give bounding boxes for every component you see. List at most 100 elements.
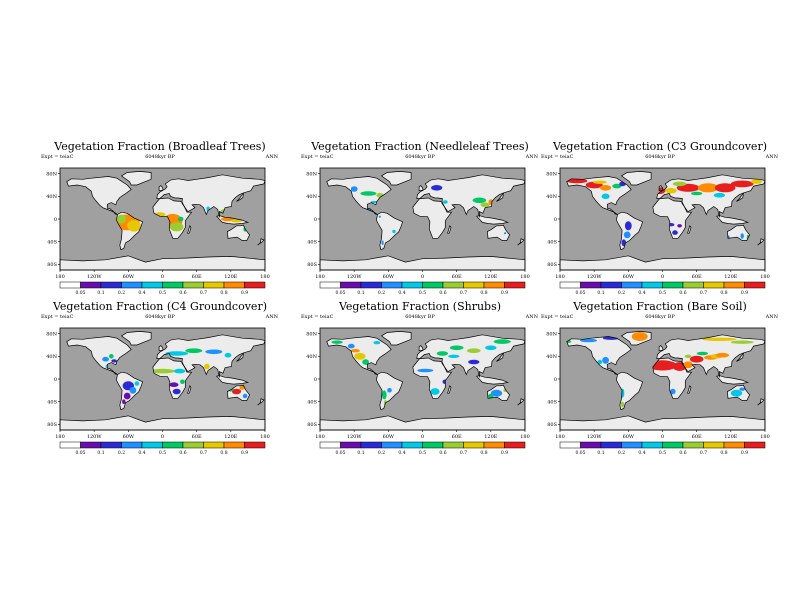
coastline-madagascar [187, 225, 192, 234]
land-africa [652, 198, 692, 239]
vegetation-patch [490, 389, 503, 397]
land-indonesia [476, 375, 508, 385]
colorbar-label: 0.1 [357, 450, 364, 456]
panel-subtitle: 6048kyr BP [645, 154, 675, 160]
coastline-namerica [326, 336, 392, 375]
coastline-australia [487, 384, 511, 401]
coastline-madagascar [687, 385, 692, 394]
lat-tick-label: 80N [306, 171, 317, 177]
vegetation-field [350, 185, 507, 246]
coastline-australia [727, 224, 751, 241]
vegetation-patch [362, 359, 369, 365]
lon-tick-label: 60W [123, 274, 135, 280]
colorbar-swatch [381, 441, 403, 449]
vegetation-patch [392, 229, 396, 234]
colorbar-label: 0.05 [335, 290, 345, 296]
vegetation-patch [431, 185, 443, 191]
coastline-madagascar [187, 385, 192, 394]
lon-tick-label: 0 [421, 274, 424, 280]
colorbar-swatch [203, 441, 225, 449]
lon-tick-label: 60W [383, 434, 395, 440]
vegetation-patch [467, 348, 481, 353]
coastline-eurasia [656, 334, 766, 378]
map-panel-c4: Vegetation Fraction (C4 Groundcover) Expt… [40, 300, 280, 470]
colorbar-label: 0.8 [220, 450, 227, 456]
colorbar-label: 0.05 [75, 290, 85, 296]
colorbar: 0.05 0.1 0.2 0.4 0.5 0.6 0.7 0.8 0.9 [319, 441, 526, 456]
land-samerica [376, 212, 403, 250]
coastline-nz [757, 398, 765, 406]
lat-tick-label: 0 [554, 377, 557, 383]
vegetation-patch [378, 215, 381, 218]
vegetation-patch [331, 340, 343, 344]
coastline-eurasia [416, 334, 526, 378]
vegetation-patch [129, 386, 137, 394]
vegetation-patch [172, 388, 181, 395]
vegetation-patch [177, 216, 184, 222]
colorbar-label: 0.2 [618, 450, 625, 456]
colorbar-swatch [682, 281, 704, 289]
vegetation-patch [360, 191, 377, 196]
colorbar-swatch [580, 441, 602, 449]
colorbar-label: 0.2 [378, 450, 385, 456]
colorbar-label: 0.4 [638, 290, 645, 296]
lon-tick-label: 120W [347, 274, 363, 280]
land-eurasia [416, 174, 525, 218]
period-label: ANN [265, 154, 278, 160]
vegetation-patch [689, 355, 704, 363]
land-indonesia [716, 215, 748, 225]
coastline-samerica [116, 211, 144, 251]
colorbar-swatch [641, 441, 663, 449]
coastline-madagascar [447, 225, 452, 234]
colorbar-swatch [360, 441, 382, 449]
coastline-madagascar [687, 225, 692, 234]
coastline-indonesia [475, 215, 510, 225]
period-label: ANN [765, 154, 778, 160]
colorbar-swatch [559, 441, 581, 449]
land-indonesia [716, 375, 748, 385]
coastline-africa [412, 357, 453, 399]
vegetation-patch [109, 354, 114, 359]
coastline-eurasia [656, 174, 766, 218]
colorbar-swatch [641, 281, 663, 289]
colorbar-swatch [401, 441, 423, 449]
coastline-greenland [380, 331, 412, 346]
lat-tick-label: 0 [314, 377, 317, 383]
vegetation-patch [102, 356, 109, 362]
vegetation-patch [665, 187, 677, 194]
coastline-nz [517, 398, 525, 406]
lat-tick-label: 40S [307, 399, 317, 405]
lat-tick-label: 40N [306, 194, 317, 200]
coastline-africa [152, 197, 193, 239]
lat-tick-label: 40N [546, 354, 557, 360]
vegetation-patch [165, 351, 189, 356]
colorbar: 0.05 0.1 0.2 0.4 0.5 0.6 0.7 0.8 0.9 [559, 281, 766, 296]
lon-tick-label: 0 [661, 434, 664, 440]
vegetation-patch [480, 202, 490, 208]
vegetation-patch [134, 381, 140, 386]
colorbar-label: 0.1 [597, 290, 604, 296]
vegetation-patch [169, 382, 179, 387]
colorbar-label: 0.8 [480, 450, 487, 456]
colorbar-label: 0.9 [741, 450, 748, 456]
vegetation-patch [691, 191, 703, 196]
vegetation-patch [602, 356, 609, 364]
land-australia [727, 225, 750, 241]
colorbar-swatch [162, 441, 184, 449]
lon-tick-label: 180 [520, 274, 530, 280]
lon-tick-label: 60W [123, 434, 135, 440]
colorbar-swatch [319, 281, 341, 289]
colorbar-swatch [682, 441, 704, 449]
land-eurasia [156, 174, 265, 218]
panel-title: Vegetation Fraction (Needleleaf Trees) [311, 140, 529, 153]
colorbar-swatch [504, 281, 526, 289]
vegetation-patch [488, 393, 494, 399]
land-africa [412, 358, 452, 399]
colorbar-label: 0.8 [480, 290, 487, 296]
colorbar-swatch [59, 441, 81, 449]
coastline-namerica [566, 176, 632, 215]
vegetation-patch [123, 392, 131, 400]
lat-tick-label: 80N [546, 331, 557, 337]
